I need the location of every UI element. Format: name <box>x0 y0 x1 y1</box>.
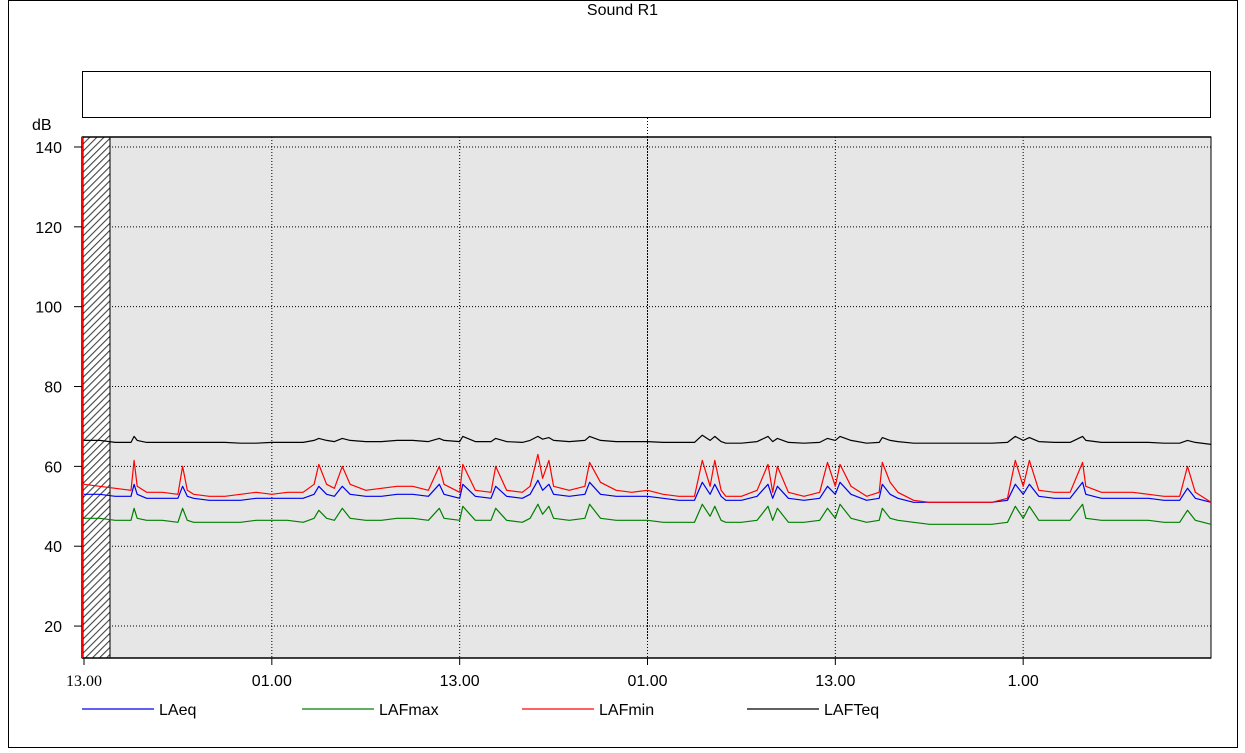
y-tick-label: 80 <box>44 380 62 397</box>
y-tick-label: 120 <box>35 220 62 237</box>
y-tick-label: 140 <box>35 140 62 157</box>
series-layer <box>83 434 1212 525</box>
y-tick-label: 60 <box>44 459 62 476</box>
legend: LAeq LAFmax LAFmin LAFTeq <box>82 702 879 719</box>
y-axis-label: dB <box>32 117 52 134</box>
x-tick-label: 1.00 <box>1008 673 1039 690</box>
y-tick-label: 40 <box>44 539 62 556</box>
series-lafmin <box>83 453 1212 503</box>
plot-area <box>81 136 1212 659</box>
y-tick-label: 20 <box>44 619 62 636</box>
x-tick-labels: 13.00 01.00 13.00 01.00 13.00 1.00 <box>66 658 1039 690</box>
series-laeq <box>84 479 1212 503</box>
legend-label-lafmin: LAFmin <box>599 702 654 719</box>
series-lafmax <box>84 503 1212 525</box>
legend-label-lafmax: LAFmax <box>379 702 439 719</box>
grid-lines <box>82 118 1211 658</box>
x-tick-label: 13.00 <box>440 673 480 690</box>
x-tick-label: 13.00 <box>66 673 102 690</box>
series-lafteq <box>84 434 1212 445</box>
y-tick-labels: 20 40 60 80 100 120 140 <box>35 140 82 636</box>
legend-label-laeq: LAeq <box>159 702 196 719</box>
x-tick-label: 01.00 <box>252 673 292 690</box>
x-tick-label: 13.00 <box>815 673 855 690</box>
x-tick-label: 01.00 <box>627 673 667 690</box>
y-tick-label: 100 <box>35 300 62 317</box>
hatch-band <box>82 136 111 659</box>
chart-title: Sound R1 <box>586 2 659 19</box>
chart-header-box <box>82 71 1211 118</box>
legend-label-lafteq: LAFTeq <box>824 702 879 719</box>
